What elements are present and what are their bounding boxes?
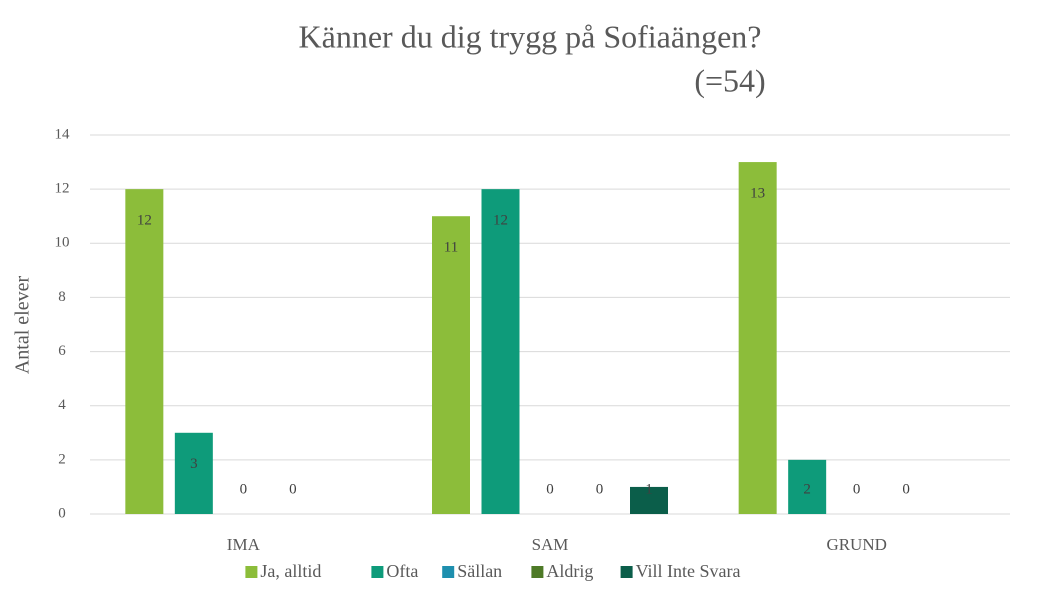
data-label: 0 — [596, 481, 604, 497]
y-tick-label: 12 — [55, 181, 70, 197]
bar — [125, 189, 164, 514]
data-label: 0 — [902, 481, 910, 497]
chart-subtitle: (=54) — [694, 62, 765, 98]
y-axis-label: Antal elever — [12, 276, 34, 375]
bar — [481, 189, 520, 514]
y-tick-label: 2 — [58, 451, 66, 467]
legend-label: Sällan — [457, 561, 502, 581]
data-label: 1 — [645, 481, 653, 497]
y-tick-label: 10 — [55, 235, 70, 251]
data-label: 12 — [493, 213, 508, 229]
y-tick-label: 4 — [58, 397, 66, 413]
y-tick-label: 0 — [58, 505, 66, 521]
y-tick-label: 8 — [58, 289, 66, 305]
data-label: 12 — [137, 213, 152, 229]
legend-swatch — [371, 566, 384, 578]
legend-swatch — [442, 566, 455, 578]
legend-label: Vill Inte Svara — [636, 561, 741, 581]
data-label: 0 — [289, 481, 297, 497]
chart-title: Känner du dig trygg på Sofiaängen? — [299, 18, 762, 54]
x-tick-label: SAM — [532, 535, 569, 554]
y-tick-label: 6 — [58, 343, 66, 359]
x-tick-label: IMA — [227, 535, 261, 554]
data-label: 13 — [750, 186, 765, 202]
legend-label: Ofta — [386, 561, 418, 581]
legend-swatch — [531, 566, 544, 578]
bar — [788, 459, 827, 514]
bar — [630, 486, 668, 514]
data-label: 3 — [190, 456, 198, 472]
bar — [174, 432, 213, 514]
data-label: 0 — [546, 481, 554, 497]
x-tick-label: GRUND — [826, 535, 886, 554]
bar — [432, 216, 470, 514]
data-label: 0 — [853, 481, 861, 497]
data-label: 2 — [803, 481, 811, 497]
legend-swatch — [245, 566, 258, 578]
bar — [738, 162, 777, 515]
legend-label: Ja, alltid — [260, 561, 321, 581]
legend-label: Aldrig — [546, 561, 593, 581]
data-label: 11 — [444, 240, 458, 256]
y-tick-label: 14 — [55, 126, 71, 142]
data-label: 0 — [240, 481, 248, 497]
legend-swatch — [620, 566, 633, 578]
